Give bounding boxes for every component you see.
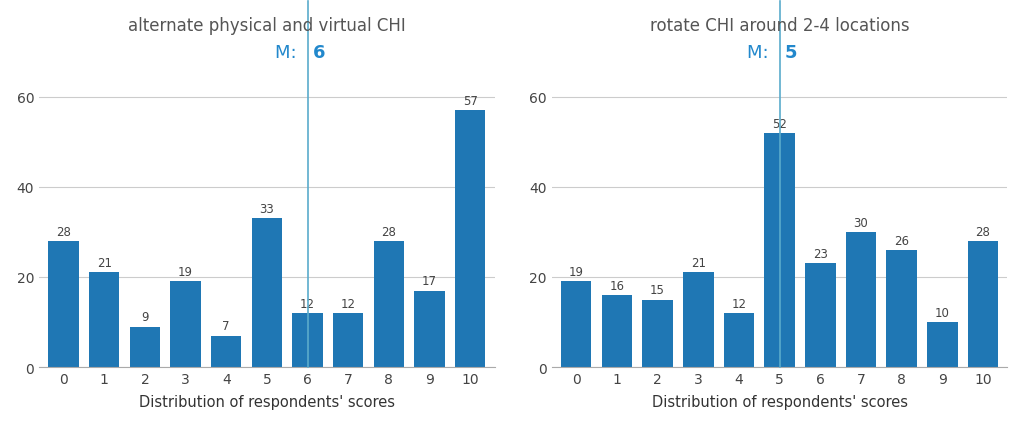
Bar (211, 336, 242, 367)
Text: 7: 7 (222, 320, 230, 333)
Bar (561, 282, 592, 367)
Bar (887, 250, 916, 367)
Text: 16: 16 (609, 279, 625, 292)
Text: 28: 28 (56, 225, 71, 238)
Text: 12: 12 (731, 297, 746, 310)
Bar (683, 273, 714, 367)
Bar (130, 327, 160, 367)
Bar (89, 273, 120, 367)
Text: 19: 19 (178, 266, 194, 279)
Bar (642, 300, 673, 367)
Text: 12: 12 (300, 297, 315, 310)
X-axis label: Distribution of respondents' scores: Distribution of respondents' scores (651, 394, 907, 409)
Bar (968, 242, 998, 367)
Text: 21: 21 (691, 257, 706, 270)
Text: 28: 28 (976, 225, 990, 238)
Bar (846, 232, 877, 367)
Text: 26: 26 (894, 234, 909, 247)
Bar (374, 242, 404, 367)
Bar (764, 133, 795, 367)
Text: 30: 30 (854, 216, 868, 229)
Text: 15: 15 (650, 284, 665, 296)
Text: 5: 5 (784, 43, 797, 61)
Text: M:: M: (748, 43, 775, 61)
Bar (292, 313, 323, 367)
Text: 57: 57 (463, 95, 477, 108)
Text: 9: 9 (141, 311, 148, 324)
Title: alternate physical and virtual CHI: alternate physical and virtual CHI (128, 17, 406, 35)
Text: 19: 19 (568, 266, 584, 279)
Bar (927, 322, 957, 367)
Text: 52: 52 (772, 117, 787, 130)
Text: 23: 23 (813, 248, 827, 261)
Text: 17: 17 (422, 275, 437, 288)
Bar (805, 264, 836, 367)
Text: 6: 6 (312, 43, 325, 61)
Text: 10: 10 (935, 306, 949, 319)
Text: 21: 21 (96, 257, 112, 270)
Bar (724, 313, 754, 367)
Text: 33: 33 (259, 203, 274, 216)
X-axis label: Distribution of respondents' scores: Distribution of respondents' scores (139, 394, 395, 409)
Text: M:: M: (275, 43, 303, 61)
Bar (48, 242, 79, 367)
Text: 12: 12 (341, 297, 355, 310)
Bar (333, 313, 364, 367)
Text: 28: 28 (382, 225, 396, 238)
Title: rotate CHI around 2-4 locations: rotate CHI around 2-4 locations (650, 17, 909, 35)
Bar (415, 291, 444, 367)
Bar (602, 295, 632, 367)
Bar (252, 219, 283, 367)
Bar (455, 111, 485, 367)
Bar (170, 282, 201, 367)
